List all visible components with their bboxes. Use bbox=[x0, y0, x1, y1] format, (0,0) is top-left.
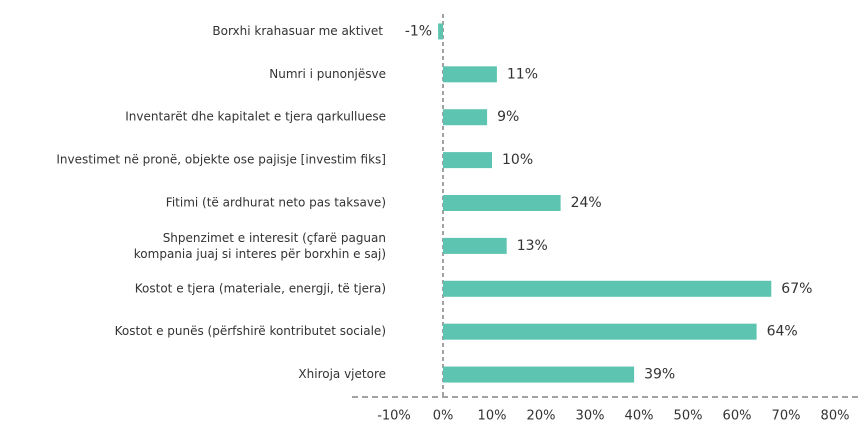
x-tick-label: 30% bbox=[576, 409, 605, 424]
x-tick-label: 80% bbox=[821, 409, 850, 424]
bar bbox=[443, 109, 488, 126]
category-label: Investimet në pronë, objekte ose pajisje… bbox=[56, 153, 386, 167]
x-tick-label: 20% bbox=[527, 409, 556, 424]
bar bbox=[443, 237, 507, 254]
x-tick-label: 40% bbox=[625, 409, 654, 424]
value-label: 24% bbox=[571, 195, 602, 211]
x-tick-label: -10% bbox=[377, 409, 411, 424]
category-label: Kostot e punës (përfshirë kontributet so… bbox=[115, 324, 386, 338]
bar bbox=[443, 323, 757, 340]
x-tick-label: 70% bbox=[772, 409, 801, 424]
category-label: Numri i punonjësve bbox=[269, 67, 386, 81]
bar bbox=[443, 152, 492, 169]
value-label: 10% bbox=[502, 152, 533, 168]
category-label: Fitimi (të ardhurat neto pas taksave) bbox=[166, 196, 386, 210]
bar bbox=[443, 66, 497, 83]
value-label: 11% bbox=[507, 66, 538, 82]
x-tick-label: 50% bbox=[674, 409, 703, 424]
value-label: -1% bbox=[405, 23, 432, 39]
bar bbox=[443, 195, 561, 211]
bar bbox=[443, 366, 635, 383]
category-label: Xhiroja vjetore bbox=[298, 367, 386, 381]
category-label: Kostot e tjera (materiale, energji, të t… bbox=[135, 281, 386, 295]
x-tick-label: 10% bbox=[478, 409, 507, 424]
value-label: 39% bbox=[644, 367, 675, 383]
bar bbox=[443, 280, 772, 297]
value-label: 67% bbox=[781, 281, 812, 297]
value-label: 13% bbox=[517, 238, 548, 254]
category-label: Borxhi krahasuar me aktivet bbox=[212, 24, 383, 38]
value-label: 9% bbox=[497, 109, 519, 125]
category-label: Shpenzimet e interesit (çfarë paguan komp… bbox=[134, 230, 386, 260]
x-tick-label: 60% bbox=[723, 409, 752, 424]
category-label: Inventarët dhe kapitalet e tjera qarkull… bbox=[125, 110, 386, 124]
bar bbox=[438, 23, 443, 40]
value-label: 64% bbox=[767, 324, 798, 340]
x-tick-label: 0% bbox=[433, 409, 454, 424]
